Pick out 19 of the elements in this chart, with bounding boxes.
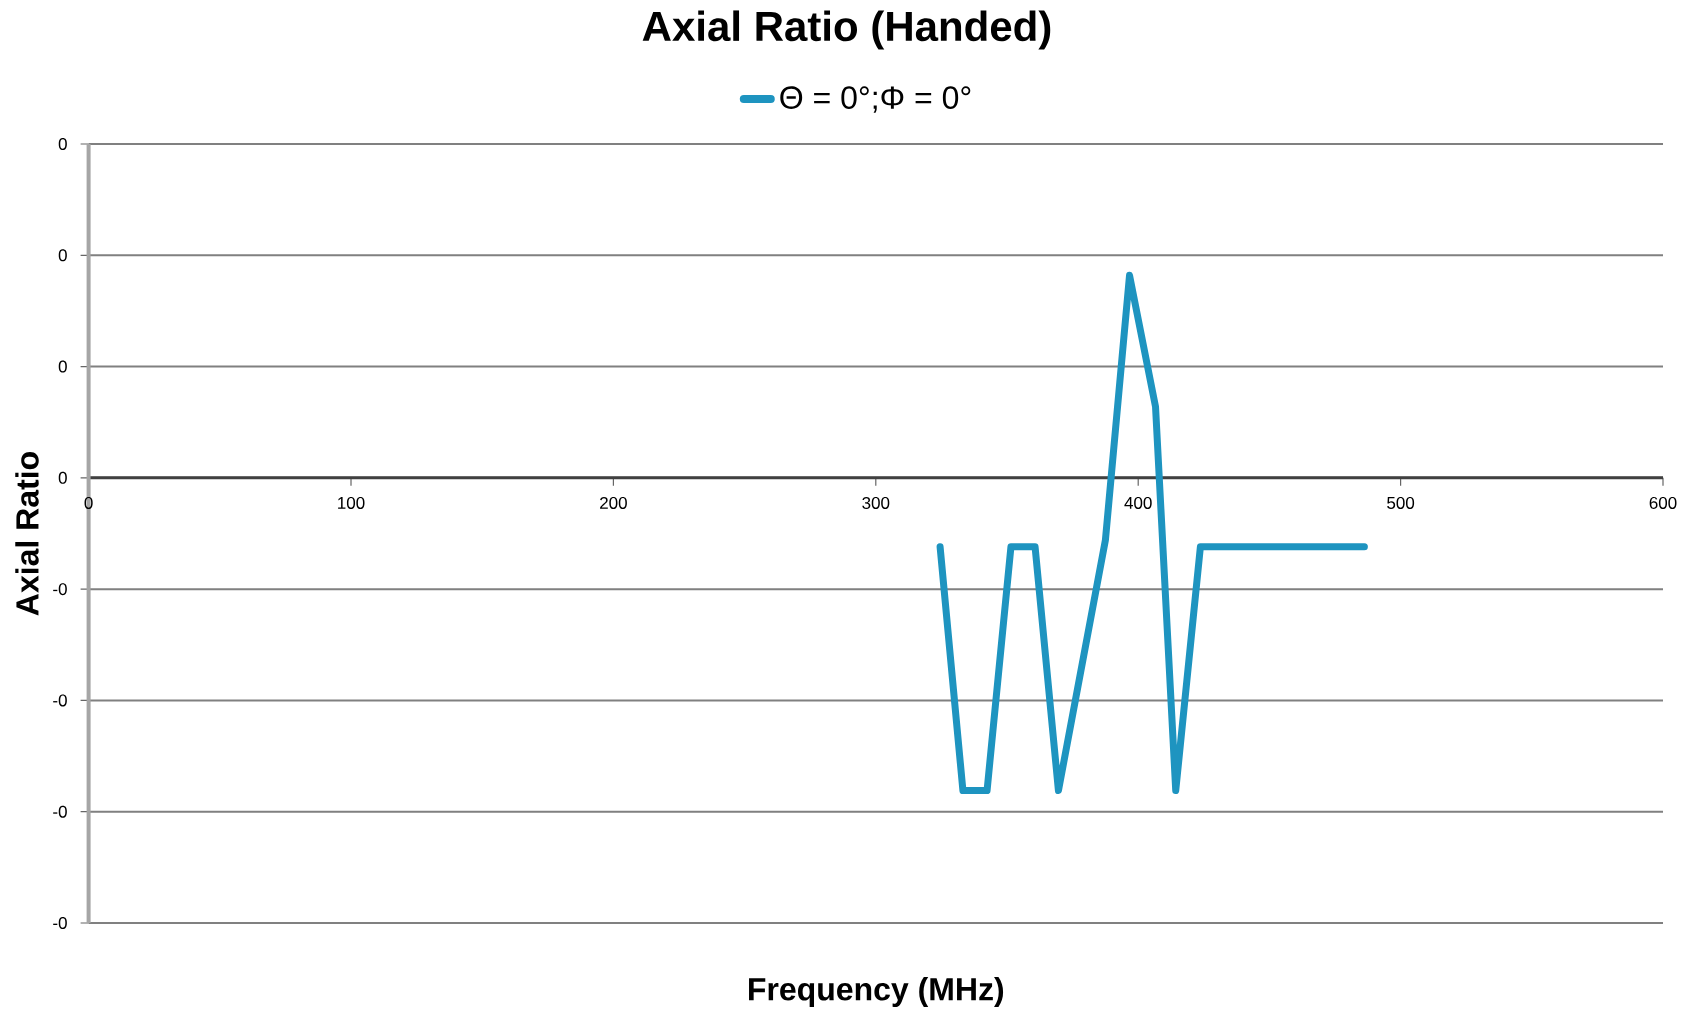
x-tick-label: 200 bbox=[600, 496, 627, 509]
x-tick-label: 300 bbox=[862, 496, 890, 509]
y-tick-label: -0 bbox=[53, 694, 67, 707]
y-tick-label: -0 bbox=[53, 805, 67, 818]
y-tick-label: 0 bbox=[58, 249, 67, 262]
x-tick-label: 500 bbox=[1387, 496, 1415, 509]
y-tick-label: 0 bbox=[58, 471, 67, 484]
chart-title: Axial Ratio (Handed) bbox=[642, 10, 1051, 50]
x-tick-label: 0 bbox=[84, 496, 93, 509]
y-axis-title: Axial Ratio bbox=[15, 452, 39, 616]
y-tick-label: 0 bbox=[58, 137, 67, 150]
x-tick-label: 400 bbox=[1124, 496, 1152, 509]
y-tick-label: 0 bbox=[58, 360, 67, 373]
x-axis-title: Frequency (MHz) bbox=[749, 977, 1004, 1007]
legend-label: Θ = 0°;Φ = 0° bbox=[780, 86, 971, 113]
x-tick-label: 600 bbox=[1649, 496, 1677, 509]
y-tick-label: -0 bbox=[53, 583, 67, 596]
x-tick-label: 100 bbox=[338, 496, 365, 509]
y-tick-label: -0 bbox=[53, 916, 67, 929]
